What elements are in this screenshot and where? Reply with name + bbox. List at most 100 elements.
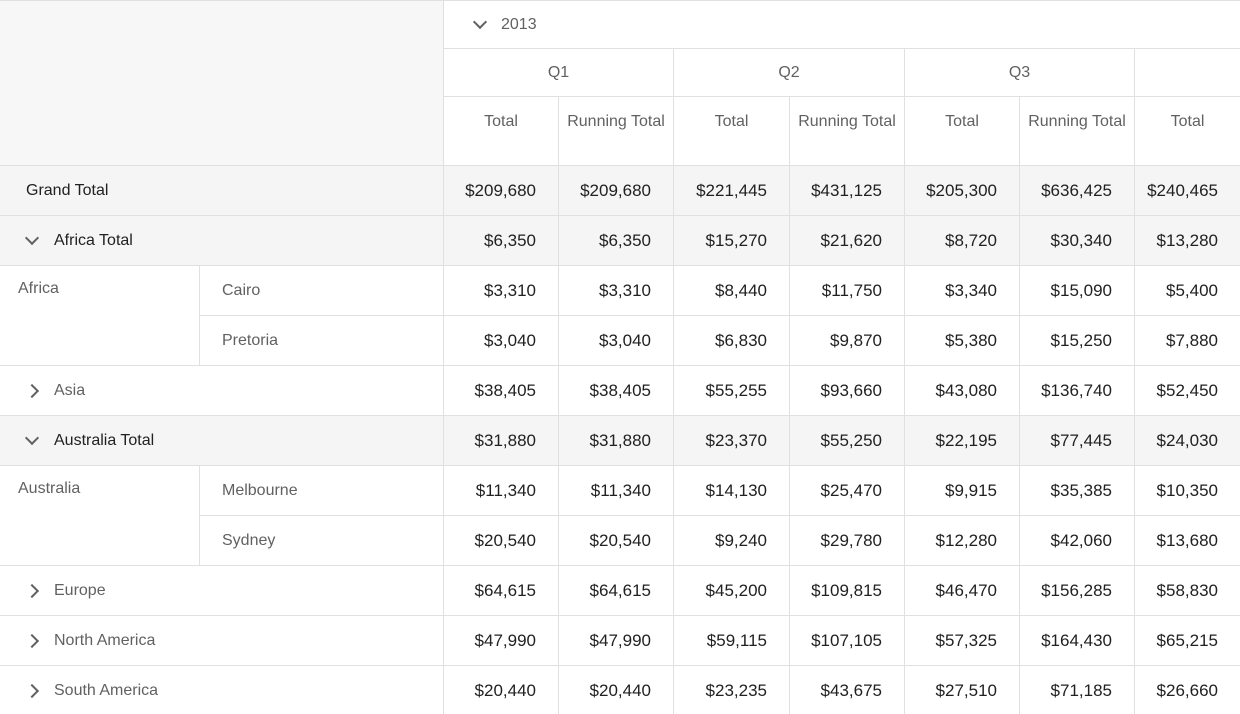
value-cell[interactable]: $93,660 [790, 366, 905, 416]
value-cell[interactable]: $5,380 [905, 316, 1020, 366]
value-cell[interactable]: $47,990 [559, 616, 674, 666]
value-cell[interactable]: $221,445 [674, 166, 790, 216]
year-header-row: 2013 [444, 0, 1240, 49]
asia-expand-toggle[interactable] [22, 381, 42, 401]
australia-collapse-toggle[interactable] [22, 430, 42, 451]
value-cell[interactable]: $25,470 [790, 466, 905, 516]
value-cell[interactable]: $35,385 [1020, 466, 1135, 516]
value-cell[interactable]: $57,325 [905, 616, 1020, 666]
value-cell[interactable]: $156,285 [1020, 566, 1135, 616]
value-cell[interactable]: $431,125 [790, 166, 905, 216]
value-cell[interactable]: $55,250 [790, 416, 905, 466]
measure-header[interactable]: Total [444, 97, 559, 166]
value-cell[interactable]: $20,540 [444, 516, 559, 566]
value-cell[interactable]: $20,440 [444, 666, 559, 714]
value-cell[interactable]: $38,405 [559, 366, 674, 416]
measure-header[interactable]: Running Total [559, 97, 674, 166]
value-cell[interactable]: $11,340 [559, 466, 674, 516]
value-cell[interactable]: $31,880 [559, 416, 674, 466]
value-cell[interactable]: $636,425 [1020, 166, 1135, 216]
value-cell[interactable]: $164,430 [1020, 616, 1135, 666]
value-cell[interactable]: $209,680 [559, 166, 674, 216]
value-cell[interactable]: $20,540 [559, 516, 674, 566]
value-cell[interactable]: $43,080 [905, 366, 1020, 416]
value-cell[interactable]: $209,680 [444, 166, 559, 216]
measure-header[interactable]: Running Total [1020, 97, 1135, 166]
europe-expand-toggle[interactable] [22, 581, 42, 601]
value-cell[interactable]: $15,270 [674, 216, 790, 266]
australia-total-row: Australia Total $31,880 $31,880 $23,370 $55… [0, 416, 1240, 466]
measure-header[interactable]: Running Total [790, 97, 905, 166]
value-cell[interactable]: $15,250 [1020, 316, 1135, 366]
value-cell[interactable]: $13,280 [1135, 216, 1240, 266]
value-cell[interactable]: $23,370 [674, 416, 790, 466]
value-cell[interactable]: $9,240 [674, 516, 790, 566]
year-collapse-toggle[interactable] [470, 14, 490, 35]
value-cell[interactable]: $12,280 [905, 516, 1020, 566]
value-cell[interactable]: $11,340 [444, 466, 559, 516]
value-cell[interactable]: $27,510 [905, 666, 1020, 714]
measure-header[interactable]: Total [905, 97, 1020, 166]
quarter-header-q1[interactable]: Q1 [444, 49, 674, 97]
value-cell[interactable]: $3,040 [559, 316, 674, 366]
value-cell[interactable]: $52,450 [1135, 366, 1240, 416]
value-cell[interactable]: $8,720 [905, 216, 1020, 266]
quarter-header-q4[interactable] [1135, 49, 1240, 97]
value-cell[interactable]: $107,105 [790, 616, 905, 666]
value-cell[interactable]: $6,350 [444, 216, 559, 266]
value-cell[interactable]: $3,040 [444, 316, 559, 366]
value-cell[interactable]: $64,615 [444, 566, 559, 616]
value-cell[interactable]: $31,880 [444, 416, 559, 466]
value-cell[interactable]: $8,440 [674, 266, 790, 316]
value-cell[interactable]: $13,680 [1135, 516, 1240, 566]
value-cell[interactable]: $11,750 [790, 266, 905, 316]
measure-header[interactable]: Total [674, 97, 790, 166]
value-cell[interactable]: $38,405 [444, 366, 559, 416]
value-cell[interactable]: $77,445 [1020, 416, 1135, 466]
value-cell[interactable]: $45,200 [674, 566, 790, 616]
value-cell[interactable]: $29,780 [790, 516, 905, 566]
value-cell[interactable]: $9,870 [790, 316, 905, 366]
value-cell[interactable]: $24,030 [1135, 416, 1240, 466]
value-cell[interactable]: $55,255 [674, 366, 790, 416]
quarter-header-q2[interactable]: Q2 [674, 49, 905, 97]
value-cell[interactable]: $21,620 [790, 216, 905, 266]
value-cell[interactable]: $109,815 [790, 566, 905, 616]
value-cell[interactable]: $3,340 [905, 266, 1020, 316]
value-cell[interactable]: $205,300 [905, 166, 1020, 216]
value-cell[interactable]: $14,130 [674, 466, 790, 516]
value-cell[interactable]: $3,310 [444, 266, 559, 316]
value-cell[interactable]: $23,235 [674, 666, 790, 714]
value-cell[interactable]: $6,350 [559, 216, 674, 266]
measure-header[interactable]: Total [1135, 97, 1240, 166]
value-cell[interactable]: $7,880 [1135, 316, 1240, 366]
value-cell[interactable]: $58,830 [1135, 566, 1240, 616]
north-america-expand-toggle[interactable] [22, 631, 42, 651]
value-cell[interactable]: $59,115 [674, 616, 790, 666]
value-cell[interactable]: $30,340 [1020, 216, 1135, 266]
group-label-africa: Africa [18, 280, 59, 297]
africa-total-label-cell: Africa Total [0, 216, 444, 266]
africa-collapse-toggle[interactable] [22, 230, 42, 251]
value-cell[interactable]: $46,470 [905, 566, 1020, 616]
value-cell[interactable]: $71,185 [1020, 666, 1135, 714]
value-cell[interactable]: $20,440 [559, 666, 674, 714]
value-cell[interactable]: $22,195 [905, 416, 1020, 466]
value-cell[interactable]: $6,830 [674, 316, 790, 366]
value-cell[interactable]: $5,400 [1135, 266, 1240, 316]
value-cell[interactable]: $65,215 [1135, 616, 1240, 666]
value-cell[interactable]: $42,060 [1020, 516, 1135, 566]
south-america-expand-toggle[interactable] [22, 681, 42, 701]
quarter-header-q3[interactable]: Q3 [905, 49, 1135, 97]
row-label: South America [54, 681, 159, 699]
value-cell[interactable]: $9,915 [905, 466, 1020, 516]
value-cell[interactable]: $26,660 [1135, 666, 1240, 714]
value-cell[interactable]: $15,090 [1020, 266, 1135, 316]
value-cell[interactable]: $136,740 [1020, 366, 1135, 416]
value-cell[interactable]: $43,675 [790, 666, 905, 714]
value-cell[interactable]: $240,465 [1135, 166, 1240, 216]
value-cell[interactable]: $64,615 [559, 566, 674, 616]
value-cell[interactable]: $3,310 [559, 266, 674, 316]
value-cell[interactable]: $10,350 [1135, 466, 1240, 516]
value-cell[interactable]: $47,990 [444, 616, 559, 666]
